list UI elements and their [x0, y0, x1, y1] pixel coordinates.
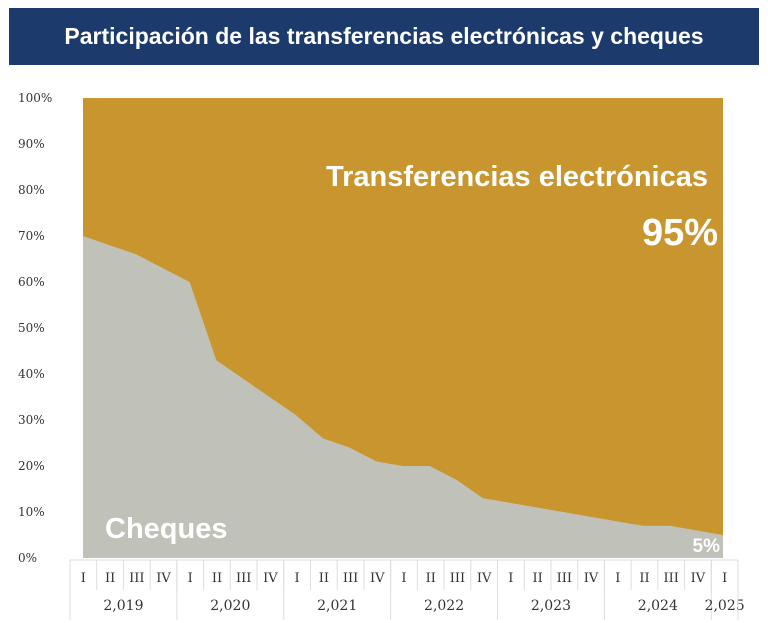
quarter-label: IV: [156, 571, 171, 586]
year-label: 2,019: [103, 598, 143, 614]
year-label: 2,023: [531, 598, 571, 614]
y-tick-label: 0%: [18, 551, 37, 565]
quarter-label: II: [532, 571, 542, 586]
quarter-label: III: [343, 571, 358, 586]
transferencias-value: 95%: [642, 212, 718, 254]
cheques-label: Cheques: [105, 513, 227, 545]
quarter-label: I: [722, 571, 727, 586]
y-tick-label: 60%: [18, 275, 45, 289]
cheques-area: [83, 236, 723, 558]
cheques-value: 5%: [693, 536, 721, 557]
y-tick-label: 70%: [18, 229, 45, 243]
quarter-label: I: [81, 571, 86, 586]
y-tick-label: 100%: [18, 91, 52, 105]
quarter-label: I: [615, 571, 620, 586]
quarter-label: I: [188, 571, 193, 586]
quarter-label: III: [663, 571, 678, 586]
transferencias-label: Transferencias electrónicas: [326, 161, 708, 193]
year-label: 2,024: [638, 598, 678, 614]
quarter-label: IV: [584, 571, 599, 586]
year-label: 2,021: [317, 598, 357, 614]
y-tick-label: 10%: [18, 505, 45, 519]
year-label: 2,025: [705, 598, 745, 614]
chart-title: Participación de las transferencias elec…: [9, 8, 759, 65]
quarter-label: II: [639, 571, 649, 586]
quarter-label: II: [426, 571, 436, 586]
quarter-label: II: [105, 571, 115, 586]
quarter-label: I: [508, 571, 513, 586]
quarter-label: III: [450, 571, 465, 586]
quarter-label: IV: [263, 571, 278, 586]
y-tick-label: 40%: [18, 367, 45, 381]
y-tick-label: 90%: [18, 137, 45, 151]
quarter-label: III: [557, 571, 572, 586]
y-tick-label: 30%: [18, 413, 45, 427]
y-tick-label: 50%: [18, 321, 45, 335]
quarter-label: III: [236, 571, 251, 586]
quarter-label: IV: [691, 571, 706, 586]
quarter-label: II: [319, 571, 329, 586]
quarter-label: I: [401, 571, 406, 586]
quarter-label: II: [212, 571, 222, 586]
y-tick-label: 80%: [18, 183, 45, 197]
year-label: 2,022: [424, 598, 464, 614]
year-label: 2,020: [210, 598, 250, 614]
y-tick-label: 20%: [18, 459, 45, 473]
quarter-label: III: [129, 571, 144, 586]
quarter-label: IV: [477, 571, 492, 586]
quarter-label: I: [295, 571, 300, 586]
quarter-label: IV: [370, 571, 385, 586]
